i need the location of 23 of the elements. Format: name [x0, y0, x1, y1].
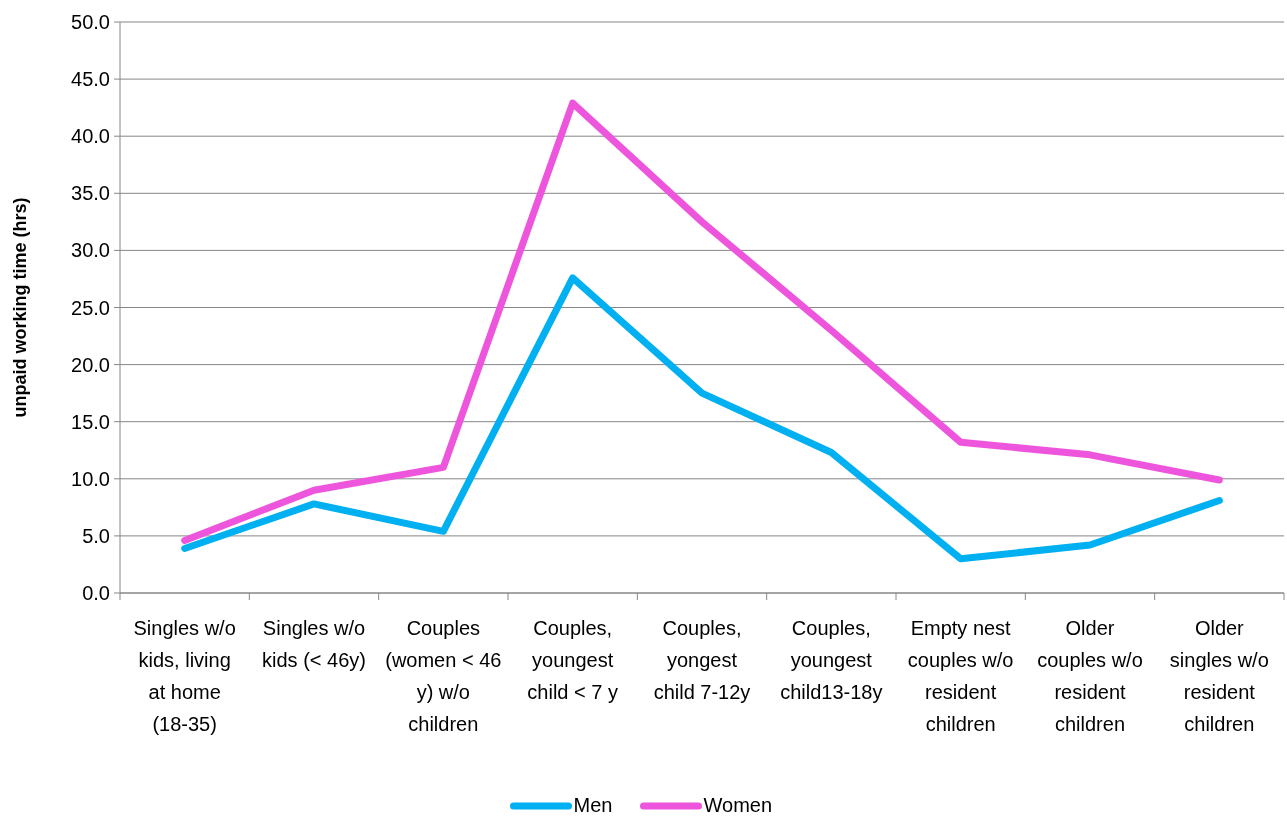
y-tick-label: 45.0 [71, 68, 110, 91]
y-tick-label: 5.0 [82, 524, 110, 547]
x-tick-label: Empty nest couples w/o resident children [907, 617, 1014, 735]
x-tick-label: Couples, yongest child 7-12y [653, 617, 751, 703]
y-tick-label: 50.0 [71, 11, 110, 33]
x-tick-label: Couples, youngest child13-18y [780, 617, 883, 703]
y-tick-label: 30.0 [71, 239, 110, 262]
y-axis-title: unpaid working time (hrs) [10, 197, 30, 418]
y-tick-label: 0.0 [82, 582, 110, 604]
x-tick-label: Singles w/o kids (< 46y) [262, 617, 366, 671]
x-tick-label: Couples, youngest child < 7 y [527, 617, 618, 703]
x-tick-label: Couples (women < 46 y) w/o children [385, 617, 502, 735]
y-tick-label: 20.0 [71, 353, 110, 376]
y-tick-label: 40.0 [71, 125, 110, 148]
y-tick-label: 25.0 [71, 296, 110, 319]
x-tick-label: Older couples w/o resident children [1037, 617, 1143, 735]
x-tick-label: Singles w/o kids, living at home (18-35) [133, 617, 236, 735]
y-tick-label: 10.0 [71, 467, 110, 490]
legend-label: Women [703, 794, 773, 816]
legend-label: Men [573, 794, 613, 816]
y-tick-label: 15.0 [71, 410, 110, 433]
x-tick-label: Older singles w/o resident children [1169, 617, 1269, 735]
y-tick-label: 35.0 [71, 182, 110, 205]
